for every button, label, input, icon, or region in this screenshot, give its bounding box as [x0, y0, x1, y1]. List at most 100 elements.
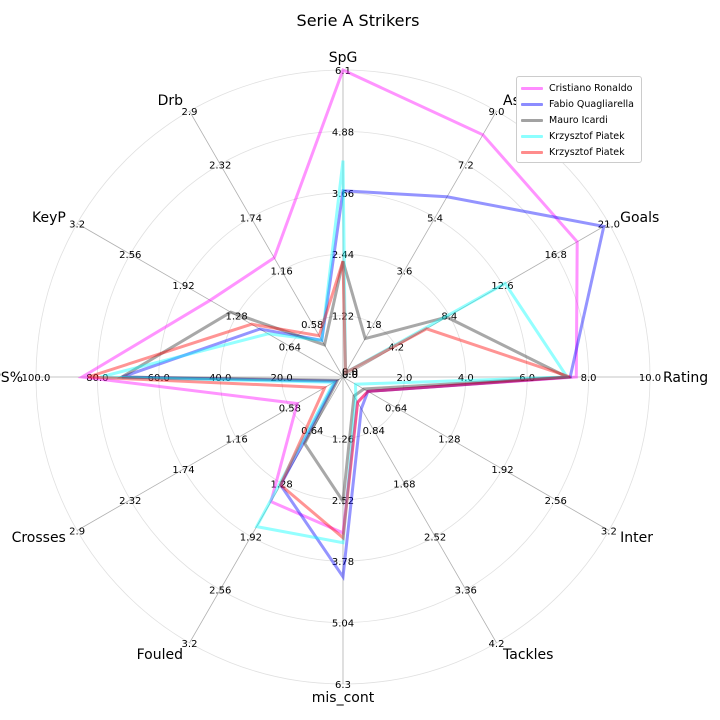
tick-label: 1.92 [172, 281, 194, 292]
tick-label: 4.2 [388, 342, 404, 353]
tick-label: 2.56 [545, 496, 567, 507]
tick-label: 0.64 [385, 404, 407, 415]
tick-label: 4.2 [489, 639, 505, 650]
tick-label: 8.4 [441, 312, 457, 323]
tick-label: 2.56 [209, 586, 231, 597]
tick-label: 2.56 [119, 250, 141, 261]
tick-label: 12.6 [491, 281, 513, 292]
tick-label: 100.0 [22, 373, 51, 384]
axis-label-rating: Rating [663, 370, 708, 386]
series-line-5 [87, 260, 571, 541]
tick-label: 9.0 [489, 107, 505, 118]
axis-label-keyp: KeyP [32, 210, 66, 226]
axis-spoke [342, 376, 610, 531]
axis-label-fouled: Fouled [137, 647, 183, 663]
tick-label: 1.26 [332, 434, 354, 445]
legend-item: Mauro Icardi [521, 112, 637, 128]
tick-label: 6.1 [335, 66, 351, 77]
series-line-4 [100, 160, 570, 545]
tick-label: 60.0 [148, 373, 170, 384]
axis-spoke [76, 376, 344, 531]
tick-label: 0.64 [301, 426, 323, 437]
legend-item: Krzysztof Piatek [521, 128, 637, 144]
tick-label: 2.32 [119, 496, 141, 507]
tick-label: 2.9 [69, 527, 85, 538]
tick-label: 0.84 [363, 426, 385, 437]
tick-label: 3.6 [396, 267, 412, 278]
axis-spoke [342, 376, 497, 644]
tick-label: 20.0 [270, 373, 292, 384]
tick-label: 3.66 [332, 189, 354, 200]
tick-label: 6.3 [335, 680, 351, 691]
tick-label: 0.58 [279, 404, 301, 415]
legend-swatch [521, 150, 543, 154]
legend-item: Cristiano Ronaldo [521, 80, 637, 96]
tick-label: 8.0 [581, 373, 597, 384]
tick-label: 10.0 [639, 373, 661, 384]
axis-label-mis-cont: mis_cont [312, 690, 375, 706]
tick-label: 0.58 [301, 320, 323, 331]
legend-swatch [521, 102, 543, 106]
legend-label: Fabio Quagliarella [549, 98, 635, 110]
tick-label: 1.28 [226, 312, 248, 323]
tick-label: 1.74 [172, 465, 194, 476]
tick-label: 16.8 [545, 250, 567, 261]
tick-label: 5.4 [427, 213, 443, 224]
tick-label: 2.52 [332, 496, 354, 507]
chart-title: Serie A Strikers [297, 11, 420, 30]
tick-label: 4.88 [332, 127, 354, 138]
axis-label-crosses: Crosses [12, 530, 66, 546]
legend-label: Krzysztof Piatek [549, 130, 625, 142]
axis-label-ps-: PS% [0, 370, 23, 386]
tick-label: 2.32 [209, 160, 231, 171]
tick-label: 40.0 [209, 373, 231, 384]
axis-spoke [76, 223, 344, 378]
series-line-3 [116, 260, 573, 506]
tick-label: 1.16 [226, 434, 248, 445]
legend-item: Fabio Quagliarella [521, 96, 637, 112]
tick-label: 5.04 [332, 619, 354, 630]
tick-label: 1.28 [270, 479, 292, 490]
tick-label: 1.22 [332, 312, 354, 323]
tick-label: 3.2 [69, 220, 85, 231]
tick-label: 2.44 [332, 250, 354, 261]
tick-label-zero: 0.0 [342, 367, 358, 378]
tick-label: 1.28 [438, 434, 460, 445]
tick-label: 1.68 [393, 479, 415, 490]
legend-swatch [521, 118, 543, 122]
tick-label: 3.2 [182, 639, 198, 650]
legend-swatch [521, 86, 543, 90]
tick-label: 1.16 [270, 267, 292, 278]
axis-label-inter: Inter [620, 530, 653, 546]
legend-item: Krzysztof Piatek [521, 144, 637, 160]
legend: Cristiano Ronaldo Fabio Quagliarella Mauro… [516, 76, 642, 163]
tick-label: 1.92 [491, 465, 513, 476]
tick-label-zero: 0.0 [342, 367, 358, 378]
tick-label: 3.36 [455, 586, 477, 597]
tick-label: 1.74 [240, 213, 262, 224]
axis-label-spg: SpG [329, 50, 358, 66]
tick-label: 0.64 [279, 342, 301, 353]
tick-label: 3.2 [601, 527, 617, 538]
tick-label: 21.0 [598, 220, 620, 231]
axis-label-drb: Drb [158, 93, 184, 109]
tick-label: 2.0 [396, 373, 412, 384]
axis-spoke [189, 110, 344, 378]
tick-label-zero: 0.0 [342, 370, 358, 381]
tick-label: 1.8 [366, 320, 382, 331]
tick-label: 1.92 [240, 533, 262, 544]
legend-label: Mauro Icardi [549, 114, 608, 126]
axis-label-tackles: Tackles [502, 647, 553, 663]
series-line-2 [121, 189, 606, 582]
tick-label: 2.52 [424, 533, 446, 544]
tick-label-zero: 0.0 [342, 370, 358, 381]
tick-label: 4.0 [458, 373, 474, 384]
tick-label: 7.2 [458, 160, 474, 171]
tick-label: 3.78 [332, 557, 354, 568]
tick-label: 2.9 [182, 107, 198, 118]
tick-label: 80.0 [86, 373, 108, 384]
axis-spoke [189, 376, 344, 644]
axis-spoke [342, 110, 497, 378]
legend-label: Krzysztof Piatek [549, 146, 625, 158]
